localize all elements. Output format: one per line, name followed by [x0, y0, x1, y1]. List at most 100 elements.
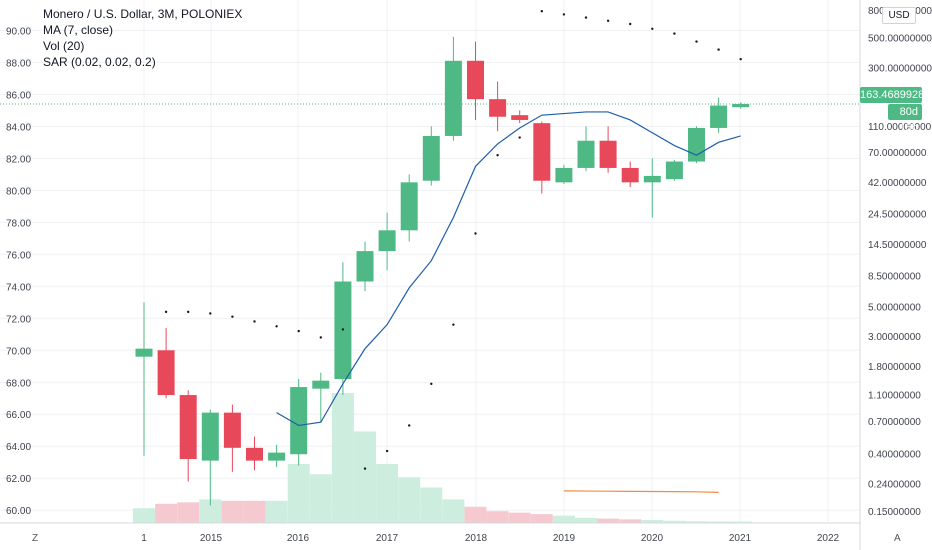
right-axis-tick: 110.00000000 — [868, 122, 932, 133]
sar-dot — [518, 136, 521, 139]
right-axis-tick: 0.70000000 — [868, 417, 921, 428]
volume-bar — [376, 463, 399, 523]
left-axis-tick: 80.00 — [6, 186, 31, 197]
volume-bar — [619, 519, 642, 523]
candle — [533, 121, 551, 194]
candle — [157, 327, 175, 399]
volume-bar — [641, 520, 664, 523]
sar-dot — [363, 467, 367, 470]
volume-bar — [464, 506, 487, 523]
candle-body — [599, 140, 617, 168]
sar-dot — [739, 57, 742, 61]
volume-bar — [177, 502, 200, 523]
volume-bar — [575, 517, 597, 523]
candle — [268, 444, 286, 468]
right-axis-tick: 14.50000000 — [868, 240, 927, 251]
candle-body — [533, 123, 551, 181]
candle — [312, 372, 330, 423]
volume-bar — [331, 393, 354, 523]
left-axis-tick: 62.00 — [6, 474, 31, 485]
x-axis-tick: 2017 — [376, 533, 399, 544]
x-axis-tick: 1 — [141, 533, 147, 544]
sar-dot — [584, 16, 588, 19]
right-axis-tick: 42.00000000 — [868, 178, 927, 189]
sar-dot — [496, 153, 499, 157]
ma-polyline — [276, 111, 741, 427]
left-axis-tick: 78.00 — [6, 218, 31, 229]
right-axis-tick: 500.00000000 — [868, 33, 932, 44]
candle — [489, 81, 507, 132]
right-axis-tick: 5.00000000 — [868, 302, 921, 313]
sar-dot — [297, 329, 300, 333]
left-axis-tick: 90.00 — [6, 26, 31, 37]
right-axis-tick: 8.50000000 — [868, 271, 921, 282]
candle — [356, 241, 374, 292]
candle — [643, 158, 661, 218]
currency-button[interactable]: USD — [882, 7, 916, 24]
candle-body — [179, 395, 197, 460]
candle-body — [378, 230, 396, 252]
sar-dot — [540, 9, 543, 13]
sar-dot — [430, 382, 433, 386]
candle-body — [135, 348, 153, 357]
candle-body — [422, 135, 440, 181]
sar-dot — [562, 13, 566, 16]
left-axis-tick: 76.00 — [6, 250, 31, 261]
right-axis-tick: 0.40000000 — [868, 450, 921, 461]
left-axis-tick: 84.00 — [6, 122, 31, 133]
indicator-sar-label[interactable]: SAR (0.02, 0.02, 0.2) — [43, 55, 156, 69]
right-axis-tick: 1.10000000 — [868, 391, 921, 402]
x-axis-tick: 2016 — [287, 533, 310, 544]
candle — [444, 36, 462, 141]
indicator-vol-label[interactable]: Vol (20) — [43, 39, 85, 53]
left-axis-tick: 64.00 — [6, 442, 31, 453]
sar-dot — [231, 315, 234, 318]
candle-body — [157, 350, 175, 396]
candle-body — [467, 60, 484, 100]
sar-dot — [209, 312, 212, 315]
sar-dot — [673, 32, 676, 35]
candle — [710, 97, 728, 133]
indicator-ma-label[interactable]: MA (7, close) — [43, 23, 114, 37]
volume-ma-polyline — [563, 490, 719, 493]
volume-bar — [287, 463, 310, 523]
right-axis-tick: 70.00000000 — [868, 148, 927, 159]
candle-body — [643, 175, 661, 183]
auto-scale-toggle-right[interactable]: A — [894, 533, 901, 544]
chart-legend: Monero / U.S. Dollar, 3M, POLONIEX MA (7… — [43, 6, 242, 70]
volume-bar — [597, 518, 620, 523]
last-price-tag: 163.46899281 — [860, 87, 931, 103]
candle-body — [710, 105, 728, 128]
candle — [201, 409, 219, 506]
volume-bar — [552, 515, 575, 523]
sar-dot — [474, 232, 477, 235]
x-axis-tick: 2022 — [817, 533, 840, 544]
sar-dot — [717, 48, 720, 51]
candle — [400, 174, 418, 242]
left-axis-tick: 86.00 — [6, 90, 31, 101]
candle-body — [444, 60, 462, 136]
candle — [135, 302, 153, 456]
candle — [621, 161, 639, 188]
candle-body — [688, 127, 705, 162]
sar-dot — [319, 336, 322, 339]
right-axis-tick: 1.80000000 — [868, 362, 921, 373]
right-axis-tick: 0.24000000 — [868, 480, 921, 491]
candle — [290, 379, 308, 466]
volume-bar — [243, 500, 266, 523]
candle-body — [312, 380, 330, 389]
left-axis-tick: 60.00 — [6, 506, 31, 517]
candle-body — [489, 99, 507, 117]
volume-bar — [199, 499, 222, 523]
volume-bar — [221, 500, 244, 523]
sar-dot — [629, 22, 632, 26]
volume-bar — [309, 474, 332, 523]
x-axis-tick: 2018 — [465, 533, 488, 544]
moving-average-line — [276, 111, 741, 427]
sar-dot — [452, 323, 455, 326]
auto-scale-toggle-left[interactable]: Z — [32, 533, 39, 544]
candle-body — [577, 140, 595, 168]
candle — [422, 126, 440, 186]
left-axis-tick: 82.00 — [6, 154, 31, 165]
